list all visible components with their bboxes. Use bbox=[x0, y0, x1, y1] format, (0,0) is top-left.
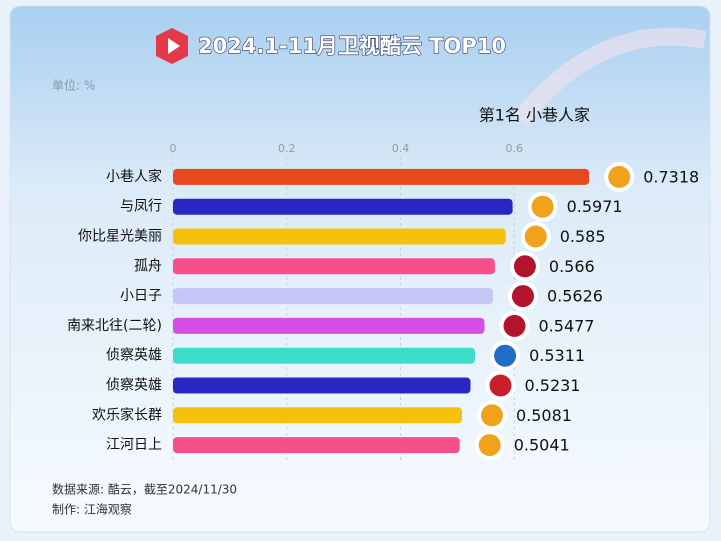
icon-core bbox=[480, 404, 503, 427]
bar bbox=[173, 168, 590, 185]
y-tick-label: 与凤行 bbox=[120, 199, 162, 215]
icon-core bbox=[494, 344, 517, 367]
icon-core bbox=[524, 225, 547, 248]
x-tick-label: 0.4 bbox=[392, 142, 410, 155]
channel-icon bbox=[527, 191, 558, 222]
x-tick-label: 0.6 bbox=[506, 142, 524, 155]
channel-icon bbox=[520, 221, 551, 252]
channel-icon bbox=[509, 251, 540, 282]
bar bbox=[173, 407, 462, 424]
value-label: 0.566 bbox=[549, 257, 595, 276]
icon-core bbox=[511, 285, 534, 308]
value-label: 0.5311 bbox=[529, 346, 585, 365]
icon-core bbox=[513, 255, 536, 278]
channel-icon bbox=[474, 430, 505, 461]
value-label: 0.5477 bbox=[539, 316, 595, 335]
icon-core bbox=[531, 195, 554, 218]
y-tick-label: 欢乐家长群 bbox=[92, 406, 162, 423]
y-tick-label: 侦察英雄 bbox=[106, 347, 162, 364]
source: 数据来源: 酷云，截至2024/11/30 bbox=[52, 482, 237, 497]
x-tick-label: 0 bbox=[170, 142, 177, 155]
y-tick-label: 小日子 bbox=[120, 288, 162, 304]
y-tick-label: 你比星光美丽 bbox=[78, 229, 162, 245]
bar bbox=[173, 377, 471, 394]
channel-icon bbox=[485, 370, 516, 401]
y-tick-label: 侦察英雄 bbox=[106, 377, 162, 394]
bar bbox=[173, 228, 506, 245]
channel-icon bbox=[476, 400, 507, 431]
y-tick-label: 小巷人家 bbox=[106, 168, 162, 185]
rainbow bbox=[512, 27, 707, 126]
value-label: 0.5971 bbox=[567, 197, 623, 216]
channel-icon bbox=[490, 340, 521, 371]
bar bbox=[173, 288, 493, 305]
value-label: 0.5626 bbox=[547, 287, 603, 306]
logo bbox=[156, 28, 188, 64]
channel-icon bbox=[507, 281, 538, 312]
chart-title: 2024.1-11月卫视酷云 TOP10 bbox=[198, 34, 506, 58]
value-label: 0.5041 bbox=[514, 436, 570, 455]
bar bbox=[173, 347, 476, 364]
y-tick-label: 江河日上 bbox=[106, 437, 162, 453]
bar bbox=[173, 258, 495, 275]
value-label: 0.7318 bbox=[643, 167, 699, 186]
bar bbox=[173, 198, 513, 215]
channel-icon bbox=[604, 161, 635, 192]
value-label: 0.5081 bbox=[516, 406, 572, 425]
icon-core bbox=[489, 374, 512, 397]
icon-core bbox=[478, 434, 501, 457]
unit-label: 单位: % bbox=[52, 78, 95, 93]
credit: 制作: 江海观察 bbox=[52, 502, 132, 517]
annotation: 第1名 小巷人家 bbox=[479, 106, 590, 125]
value-label: 0.585 bbox=[560, 227, 606, 246]
x-tick-label: 0.2 bbox=[278, 142, 296, 155]
icon-core bbox=[608, 165, 631, 188]
bar bbox=[173, 317, 485, 334]
channel-icon bbox=[499, 310, 530, 341]
value-label: 0.5231 bbox=[525, 376, 581, 395]
bar bbox=[173, 437, 460, 454]
y-tick-label: 孤舟 bbox=[134, 258, 162, 274]
y-tick-label: 南来北往(二轮) bbox=[67, 318, 162, 334]
icon-core bbox=[503, 314, 526, 337]
